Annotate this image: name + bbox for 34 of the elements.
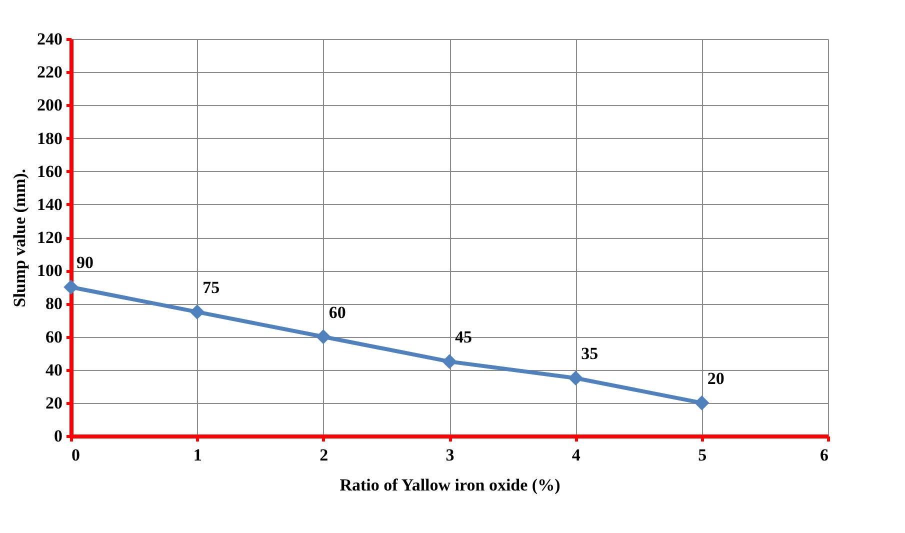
x-tick-label: 0: [72, 446, 80, 464]
data-label: 35: [581, 344, 598, 364]
y-tick-label: 120: [37, 228, 62, 247]
y-axis-title: Slump value (mm).: [10, 168, 29, 308]
y-tick-label: 180: [37, 128, 62, 148]
data-label: 75: [202, 278, 220, 297]
data-label: 90: [76, 253, 94, 272]
x-axis-title: Ratio of Yallow iron oxide (%): [340, 476, 560, 494]
point: [64, 280, 78, 295]
y-tick-label: 140: [37, 194, 62, 214]
data-label: 20: [707, 368, 724, 388]
point: [442, 354, 457, 369]
y-tick-label: 20: [46, 393, 62, 412]
data-label: 60: [328, 302, 346, 322]
x-tick-label: 3: [446, 446, 454, 464]
y-tick-label: 220: [37, 62, 62, 82]
y-tick-label: 0: [54, 426, 62, 446]
point: [190, 304, 205, 320]
y-tick-label: 200: [37, 96, 62, 115]
y-tick-label: 240: [37, 30, 62, 48]
point: [316, 329, 331, 344]
x-tick-label: 2: [320, 446, 328, 464]
data-label: 45: [455, 328, 472, 347]
x-tick-label: 5: [698, 446, 707, 464]
y-tick-label: 100: [37, 261, 62, 280]
y-tick-label: 80: [46, 294, 62, 314]
y-tick-label: 40: [46, 360, 62, 380]
y-tick-label: 60: [46, 327, 62, 346]
y-tick-label: 160: [37, 162, 62, 181]
x-tick-label: 4: [572, 446, 581, 464]
x-tick-label: 6: [820, 446, 828, 464]
point: [694, 396, 710, 410]
point: [568, 370, 584, 386]
x-tick-label: 1: [193, 446, 202, 464]
